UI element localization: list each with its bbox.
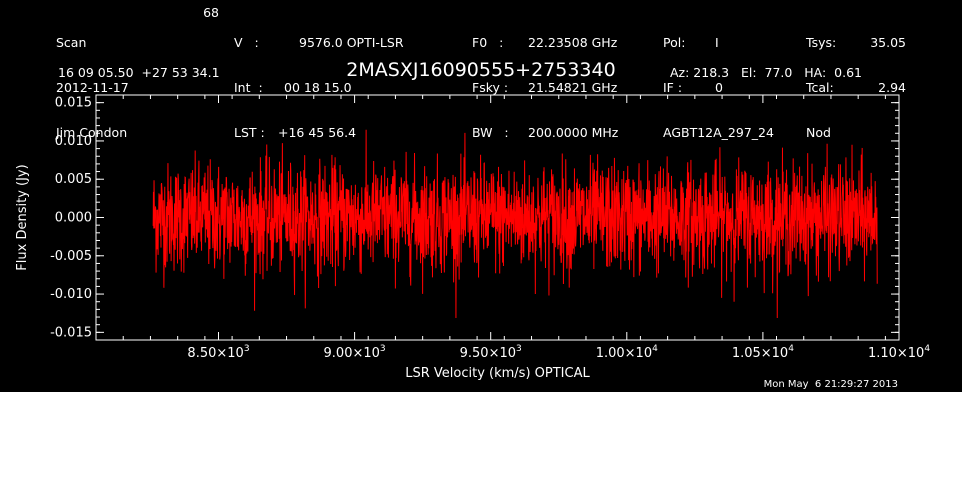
header-f0-label: F0 :	[472, 35, 504, 50]
header-col1: Scan 2012-11-17 Jim Condon 68	[56, 5, 219, 185]
y-tick-label: 0.015	[55, 96, 92, 111]
x-axis-label: LSR Velocity (km/s) OPTICAL	[405, 366, 590, 381]
header-int-label: Int :	[234, 80, 263, 95]
y-tick-label: 0.005	[55, 172, 92, 187]
header-col3-values: 22.23508 GHz 21.54821 GHz 200.0000 MHz	[528, 5, 618, 170]
header-lst: +16 45 56.4	[278, 125, 357, 140]
x-tick-label: 9.50×103	[460, 344, 522, 361]
spectrum-line	[152, 129, 878, 318]
header-scan-label: Scan	[56, 35, 87, 50]
x-tick-label: 9.00×103	[324, 344, 386, 361]
header-col5: Tsys: Tcal: Nod 35.05 2.94	[806, 5, 906, 185]
header-fsky: 21.54821 GHz	[528, 80, 618, 95]
header-tcal: 2.94	[878, 80, 906, 95]
chart-title: 2MASXJ16090555+2753340	[346, 59, 616, 81]
x-tick-label: 8.50×103	[187, 344, 249, 361]
header-col4: Pol: IF : AGBT12A_297_24 I 0	[663, 5, 774, 185]
y-tick-label: -0.010	[50, 287, 92, 302]
x-tick-label: 1.00×104	[596, 344, 658, 361]
x-tick-label: 1.05×104	[732, 344, 794, 361]
y-axis-label: Flux Density (Jy)	[15, 164, 30, 270]
header-f0: 22.23508 GHz	[528, 35, 618, 50]
timestamp: Mon May 6 21:29:27 2013	[763, 379, 898, 390]
header-if-label: IF :	[663, 80, 683, 95]
x-tick-label: 1.10×104	[868, 344, 930, 361]
header-bw: 200.0000 MHz	[528, 125, 619, 140]
plot-panel: Scan 2012-11-17 Jim Condon 68 V : Int : …	[0, 0, 962, 392]
header-integration: 00 18 15.0	[284, 80, 352, 95]
header-col3: F0 : Fsky : BW : 22.23508 GHz 21.54821 G…	[472, 5, 618, 185]
header-v-label: V :	[234, 35, 259, 50]
header-date: 2012-11-17	[56, 80, 129, 95]
y-tick-label: -0.015	[50, 325, 92, 340]
header-col4-values: I 0	[715, 5, 739, 125]
header-scan-number: 68	[203, 5, 219, 20]
header-col2-values: 9576.0 OPTI-LSR 00 18 15.0 +16 45 56.4	[278, 5, 404, 170]
header-if: 0	[715, 80, 723, 95]
sky-position: 16 09 05.50 +27 53 34.1	[58, 65, 220, 80]
header-lst-label: LST :	[234, 125, 265, 140]
y-tick-label: -0.005	[50, 249, 92, 264]
header-pol-label: Pol:	[663, 35, 686, 50]
header-observer: Jim Condon	[56, 125, 128, 140]
header-tcal-label: Tcal:	[806, 80, 834, 95]
header-nod: Nod	[806, 125, 831, 140]
az-el-ha: Az: 218.3 El: 77.0 HA: 0.61	[670, 65, 863, 80]
header-tsys-label: Tsys:	[806, 35, 837, 50]
header-tsys: 35.05	[870, 35, 906, 50]
header-pol: I	[715, 35, 719, 50]
header-bw-label: BW :	[472, 125, 509, 140]
header-col2: V : Int : LST : 9576.0 OPTI-LSR 00 18 15…	[234, 5, 404, 185]
y-tick-label: 0.010	[55, 134, 92, 149]
header-col5-values: 35.05 2.94	[846, 5, 906, 125]
header-project: AGBT12A_297_24	[663, 125, 774, 140]
header-velocity: 9576.0 OPTI-LSR	[299, 35, 404, 50]
header-fsky-label: Fsky :	[472, 80, 509, 95]
y-tick-label: 0.000	[55, 211, 92, 226]
spectrum-chart: -0.015 -0.010 -0.005 0.000 0.005 0.010 0.015 8.…	[15, 94, 930, 381]
